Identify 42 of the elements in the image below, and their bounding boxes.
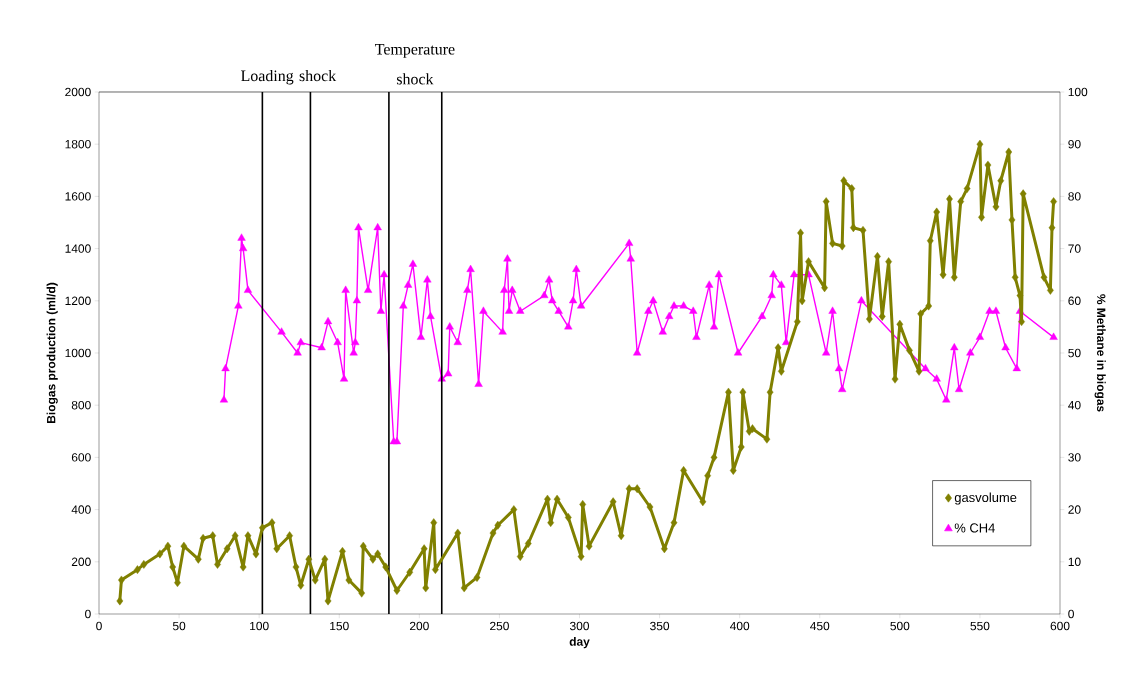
x-tick-label: 500 xyxy=(890,621,910,631)
y2-tick-label: 10 xyxy=(1068,557,1081,567)
x-tick-label: 200 xyxy=(409,621,429,631)
y-tick-label: 1600 xyxy=(65,192,91,201)
y2-tick-label: 30 xyxy=(1068,453,1081,462)
y-axis-title: Biogas production (ml/d) xyxy=(46,282,58,423)
y2-tick-label: 20 xyxy=(1068,505,1081,514)
y-tick-label: 800 xyxy=(71,400,91,410)
x-tick-label: 50 xyxy=(172,621,186,631)
y-tick-label: 1000 xyxy=(65,348,91,358)
legend-label: % CH4 xyxy=(954,523,995,533)
x-tick-label: 300 xyxy=(569,621,590,631)
y2-tick-label: 40 xyxy=(1068,400,1081,410)
x-tick-label: 550 xyxy=(970,621,990,631)
x-tick-label: 400 xyxy=(729,621,750,631)
y2-tick-label: 50 xyxy=(1068,348,1081,358)
y2-tick-label: 0 xyxy=(1068,609,1074,619)
x-tick-label: 250 xyxy=(490,621,509,631)
x-tick-label: 100 xyxy=(250,621,269,631)
y2-tick-label: 60 xyxy=(1068,296,1081,306)
x-tick-label: 150 xyxy=(330,621,349,631)
y-tick-label: 1200 xyxy=(65,296,91,306)
ref-line-label: Temperature shock xyxy=(375,43,455,85)
y2-tick-label: 90 xyxy=(1068,139,1081,149)
y2-tick-label: 100 xyxy=(1068,87,1088,97)
y-tick-label: 2000 xyxy=(65,87,91,97)
y-tick-label: 1400 xyxy=(65,244,91,253)
ref-line-label: Loading shock xyxy=(241,69,337,85)
x-axis-title: day xyxy=(569,637,590,649)
x-tick-label: 350 xyxy=(650,621,670,631)
legend-label: gasvolume xyxy=(954,492,1017,505)
y2-tick-label: 70 xyxy=(1068,244,1081,253)
y-tick-label: 0 xyxy=(85,609,91,619)
y2-axis-title: % Methane in biogas xyxy=(1094,294,1106,412)
y-tick-label: 200 xyxy=(71,557,91,567)
y2-tick-label: 80 xyxy=(1068,192,1081,201)
x-tick-label: 450 xyxy=(810,621,830,631)
x-tick-label: 0 xyxy=(96,621,102,631)
x-tick-label: 600 xyxy=(1050,621,1070,631)
y-tick-label: 600 xyxy=(71,453,91,462)
y-tick-label: 400 xyxy=(71,505,91,514)
y-tick-label: 1800 xyxy=(65,139,91,149)
